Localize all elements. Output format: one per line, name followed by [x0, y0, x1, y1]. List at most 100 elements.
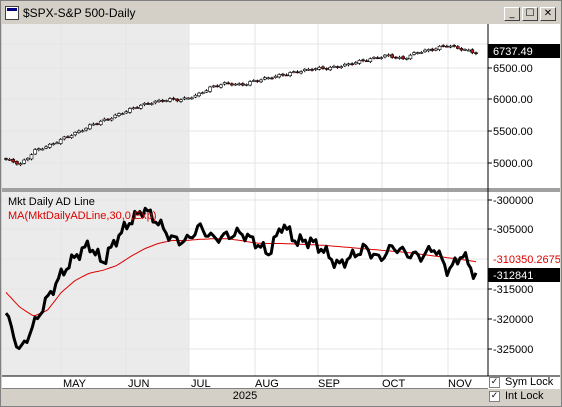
- year-bar: 2025: [2, 388, 488, 406]
- candle-body: [22, 159, 27, 164]
- candle-body: [248, 81, 252, 86]
- candle-body: [208, 86, 212, 92]
- candle-body: [455, 46, 460, 49]
- int-lock-toggle[interactable]: ✓ Int Lock: [488, 390, 560, 404]
- sym-lock-toggle[interactable]: ✓ Sym Lock: [488, 376, 560, 390]
- candle-body: [295, 71, 300, 74]
- month-oct: OCT: [382, 378, 406, 389]
- minimize-button[interactable]: _: [504, 7, 520, 21]
- candle-body: [44, 146, 48, 149]
- candle-body: [47, 143, 52, 148]
- candle-body: [379, 57, 384, 59]
- candle-body: [7, 159, 12, 161]
- maximize-button[interactable]: ☐: [522, 7, 538, 21]
- current-price-label: 6737.49: [493, 46, 533, 58]
- ad-indicator-label: Mkt Daily AD Line: [8, 196, 95, 208]
- candle-body: [390, 54, 395, 58]
- window-title: $SPX-S&P 500-Daily: [23, 6, 136, 20]
- candle-body: [302, 68, 307, 72]
- candle-body: [415, 52, 420, 54]
- candle-body: [324, 68, 329, 70]
- candle-body: [58, 139, 63, 144]
- ad-tick-320000: -320000: [493, 314, 533, 326]
- candle-body: [135, 107, 139, 109]
- candle-body: [91, 123, 96, 126]
- candle-body: [182, 97, 187, 100]
- candle-body: [343, 63, 347, 67]
- candle-body: [29, 154, 34, 160]
- candle-body: [87, 124, 92, 130]
- ma-indicator-label: MA(MktDailyADLine,30,0,Exp): [8, 210, 157, 222]
- candle-body: [423, 49, 427, 53]
- candle-body: [168, 98, 172, 102]
- chart-area[interactable]: 6500.00 6000.00 5500.00 5000.00 6737.49 …: [2, 24, 560, 389]
- candle-body: [288, 72, 292, 77]
- candle-body: [186, 97, 190, 100]
- candle-body: [117, 113, 121, 116]
- candle-body: [226, 82, 231, 85]
- candle-body: [386, 54, 391, 57]
- candle-body: [33, 149, 37, 155]
- candle-body: [84, 127, 88, 131]
- candle-body: [179, 99, 183, 102]
- candle-body: [270, 77, 274, 80]
- candle-body: [412, 52, 416, 55]
- current-price-box: [488, 44, 560, 58]
- candle-body: [353, 62, 358, 65]
- candle-body: [157, 99, 161, 102]
- ad-value-box: [488, 268, 560, 282]
- candle-body: [328, 66, 333, 71]
- candle-body: [426, 49, 431, 52]
- candle-body: [113, 114, 118, 118]
- candle-body: [18, 163, 23, 166]
- candle-body: [259, 79, 263, 83]
- candle-body: [251, 80, 256, 82]
- int-lock-checkbox[interactable]: ✓: [489, 391, 500, 402]
- candle-body: [437, 45, 442, 50]
- price-candles: [4, 44, 478, 167]
- price-tick-5500: 5500.00: [493, 126, 533, 138]
- ad-line: [4, 206, 478, 350]
- candle-body: [364, 60, 369, 63]
- candle-body: [11, 159, 16, 163]
- candle-body: [357, 60, 362, 64]
- candle-body: [73, 131, 78, 136]
- candle-body: [262, 77, 267, 80]
- candle-body: [95, 123, 99, 125]
- candle-body: [452, 45, 456, 47]
- candle-body: [15, 161, 19, 165]
- price-tick-6500: 6500.00: [493, 63, 533, 75]
- sym-lock-checkbox[interactable]: ✓: [489, 377, 500, 388]
- candle-body: [474, 52, 478, 54]
- title-bar[interactable]: $SPX-S&P 500-Daily _ ☐ ✕: [2, 2, 560, 24]
- candle-body: [284, 74, 289, 77]
- close-button[interactable]: ✕: [540, 7, 556, 21]
- candle-body: [62, 136, 67, 140]
- candle-body: [404, 57, 409, 60]
- int-lock-label: Int Lock: [505, 390, 544, 402]
- candle-body: [350, 63, 354, 65]
- candle-body: [401, 56, 405, 60]
- candle-body: [339, 66, 343, 68]
- candle-body: [160, 100, 165, 102]
- candle-body: [394, 56, 398, 59]
- candle-body: [332, 65, 336, 68]
- candle-body: [149, 103, 154, 105]
- candle-body: [375, 57, 380, 60]
- candle-body: [131, 107, 136, 110]
- candle-body: [193, 94, 198, 98]
- candle-body: [445, 45, 449, 48]
- candle-body: [102, 118, 107, 121]
- price-tick-6000: 6000.00: [493, 94, 533, 106]
- candle-body: [128, 108, 132, 113]
- month-jun: JUN: [128, 378, 149, 389]
- candle-body: [244, 84, 249, 86]
- candle-body: [299, 71, 303, 74]
- candle-body: [419, 52, 424, 54]
- candle-body: [106, 118, 110, 121]
- chart-window-icon[interactable]: [5, 6, 19, 20]
- candle-body: [124, 111, 129, 114]
- pane-divider[interactable]: [2, 188, 560, 192]
- grid: [2, 24, 488, 376]
